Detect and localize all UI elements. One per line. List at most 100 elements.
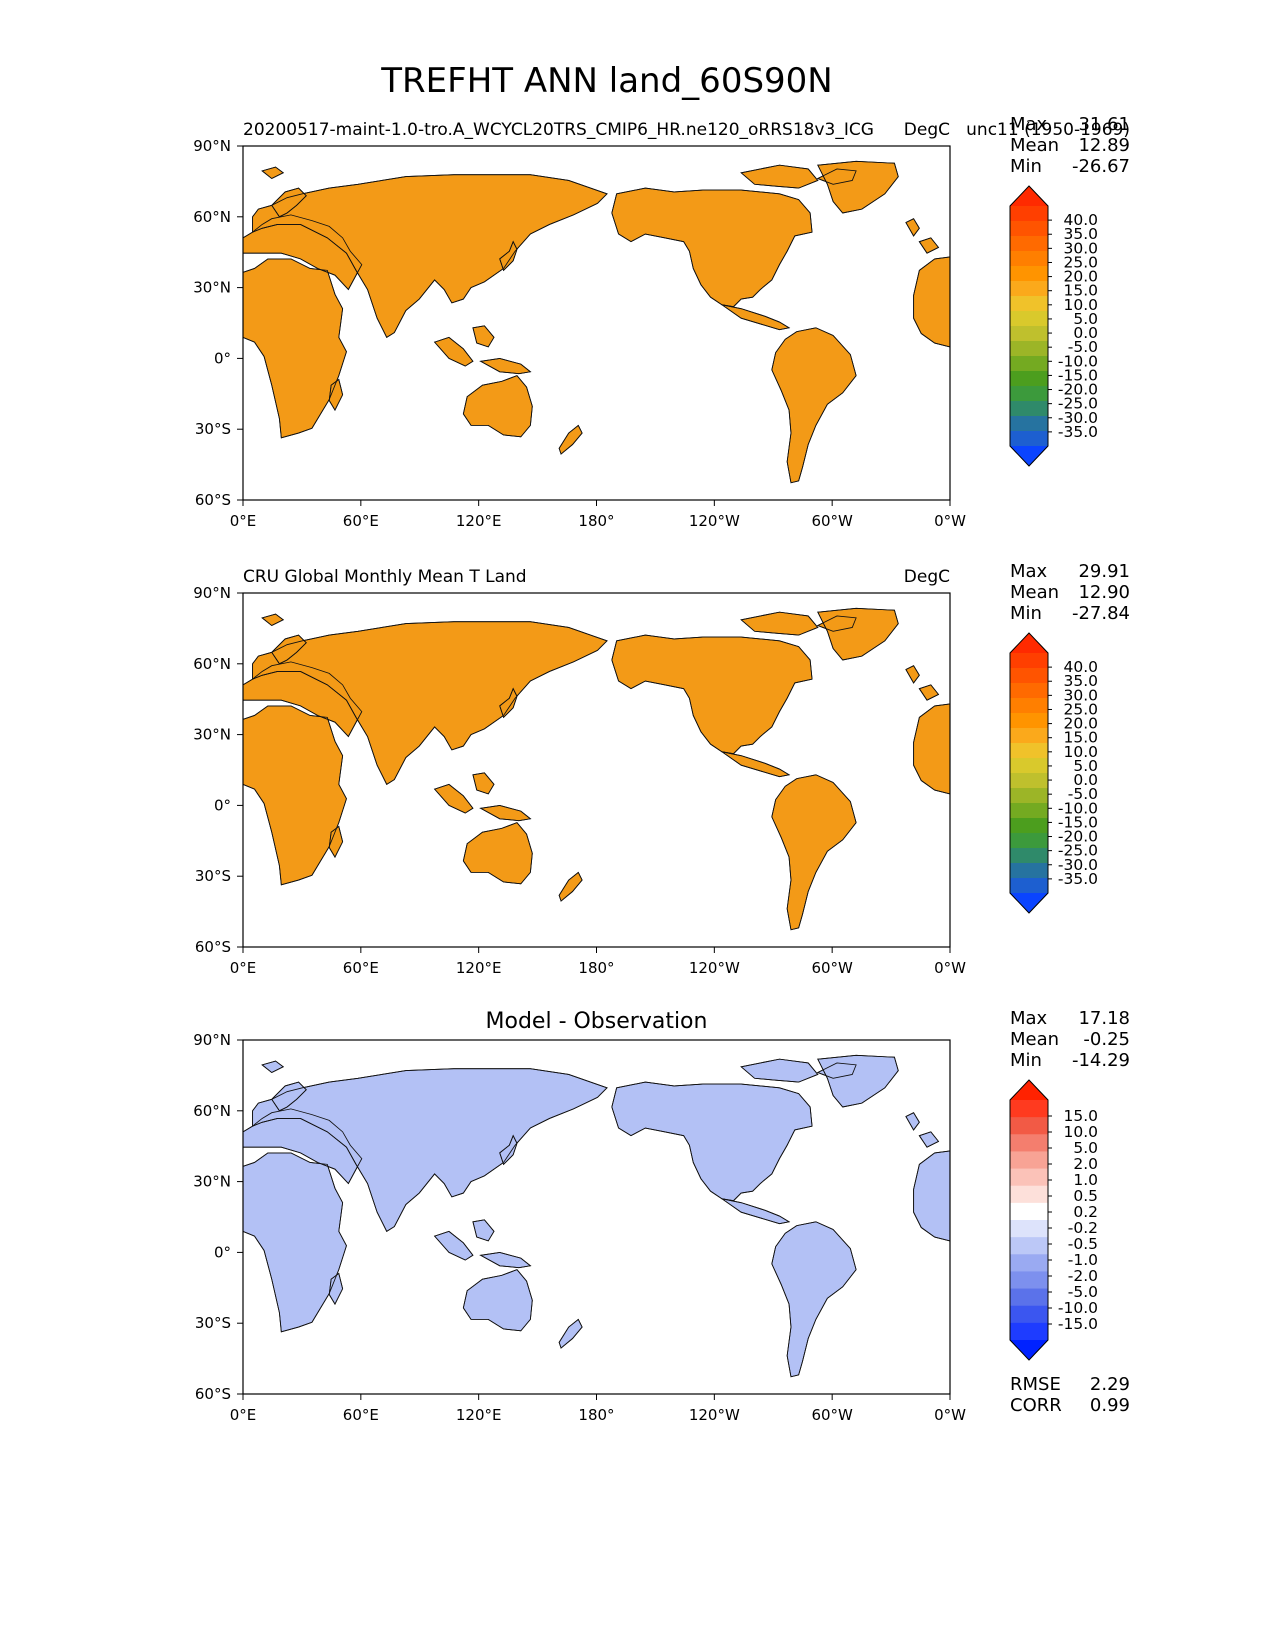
colorbar-segment (1010, 1100, 1048, 1118)
colorbar-tick-label: 20.0 (1063, 268, 1098, 286)
y-tick-label: 90°N (193, 137, 231, 155)
colorbar-segment (1010, 311, 1048, 327)
y-tick-label: 60°S (195, 938, 231, 956)
colorbar-tick-label: 15.0 (1063, 282, 1098, 300)
colorbar-segment (1010, 1237, 1048, 1255)
colorbar-tick-label: -15.0 (1058, 366, 1098, 384)
colorbar-tick-label: 15.0 (1063, 1107, 1098, 1125)
colorbar-extend-min (1010, 1340, 1048, 1360)
y-tick-label: 90°N (193, 1031, 231, 1049)
stat-value: -14.29 (1072, 1050, 1130, 1071)
y-tick-label: 60°S (195, 1385, 231, 1403)
x-tick-label: 60°W (811, 959, 853, 977)
colorbar-tick-label: -20.0 (1058, 381, 1098, 399)
panel-title-units: DegC (904, 120, 950, 140)
stat-label: RMSE (1010, 1374, 1061, 1395)
colorbar-tick-label: -35.0 (1058, 870, 1098, 888)
colorbar-tick-label: 35.0 (1063, 225, 1098, 243)
map-area: 0°E 60°E 120°E 180° 120°W 60°W 0°W 90°N 60°N 30°N… (193, 137, 966, 530)
colorbar-segment (1010, 296, 1048, 312)
colorbar-tick-label: 15.0 (1063, 729, 1098, 747)
x-tick-label: 60°E (343, 512, 379, 530)
colorbar-segment (1010, 743, 1048, 759)
colorbar-tick-label: 0.5 (1073, 1187, 1098, 1205)
y-tick-label: 0° (214, 1243, 231, 1261)
colorbar-tick-label: -10.0 (1058, 799, 1098, 817)
colorbar-tick-label: -30.0 (1058, 409, 1098, 427)
colorbar-segment (1010, 863, 1048, 879)
map-area: 0°E 60°E 120°E 180° 120°W 60°W 0°W 90°N 60°N 30°N… (193, 1031, 966, 1424)
colorbar-segment (1010, 356, 1048, 372)
stat-value: 17.18 (1078, 1008, 1130, 1029)
colorbar-tick-label: -2.0 (1068, 1267, 1098, 1285)
colorbar-tick-label: -35.0 (1058, 423, 1098, 441)
colorbar-tick-label: 0.0 (1073, 771, 1098, 789)
x-tick-label: 180° (578, 512, 614, 530)
stat-label: Max (1010, 114, 1048, 135)
x-tick-label: 0°E (230, 512, 257, 530)
stat-value: -0.25 (1083, 1029, 1130, 1050)
y-tick-label: 30°S (195, 420, 231, 438)
stat-value: 12.90 (1078, 582, 1130, 603)
colorbar-tick-label: 25.0 (1063, 700, 1098, 718)
x-tick-label: 60°E (343, 1406, 379, 1424)
colorbar-segment (1010, 788, 1048, 804)
stat-value: 12.89 (1078, 135, 1130, 156)
stat-value: 29.91 (1078, 561, 1130, 582)
x-tick-label: 60°W (811, 1406, 853, 1424)
colorbar-segment (1010, 1202, 1048, 1221)
colorbar-tick-label: 5.0 (1073, 757, 1098, 775)
colorbar-segment (1010, 1151, 1048, 1170)
colorbar-tick-label: 20.0 (1063, 715, 1098, 733)
colorbar-tick-label: -5.0 (1068, 1283, 1098, 1301)
colorbar-segment (1010, 713, 1048, 729)
colorbar-segment (1010, 758, 1048, 774)
colorbar-segment (1010, 773, 1048, 789)
colorbar-tick-label: 0.0 (1073, 324, 1098, 342)
colorbar-outline (1009, 185, 1049, 467)
y-tick-label: 90°N (193, 584, 231, 602)
land-mass (243, 607, 951, 931)
colorbar-segment (1010, 416, 1048, 432)
x-tick-label: 60°E (343, 959, 379, 977)
colorbar-segment (1010, 803, 1048, 819)
colorbar: 40.035.030.025.020.015.010.05.00.0-5.0-1… (1009, 185, 1098, 467)
x-tick-label: 0°W (934, 959, 966, 977)
stat-label: Max (1010, 561, 1048, 582)
colorbar-tick-label: -15.0 (1058, 813, 1098, 831)
colorbar-segment (1010, 683, 1048, 699)
colorbar-tick-label: 1.0 (1073, 1171, 1098, 1189)
colorbar-extend-max (1010, 1080, 1048, 1100)
x-tick-label: 120°E (456, 512, 502, 530)
colorbar-tick-label: 0.2 (1073, 1203, 1098, 1221)
colorbar-tick-label: -0.5 (1068, 1235, 1098, 1253)
y-tick-label: 0° (214, 796, 231, 814)
colorbar-segment (1010, 818, 1048, 834)
stat-label: Min (1010, 603, 1042, 624)
x-tick-label: 0°W (934, 512, 966, 530)
colorbar-segment (1010, 1134, 1048, 1152)
x-tick-label: 120°W (689, 512, 740, 530)
panel-2: CRU Global Monthly Mean T Land DegC 0°E 60°… (193, 561, 1130, 977)
colorbar-segment (1010, 431, 1048, 447)
colorbar-segment (1010, 281, 1048, 297)
y-tick-label: 60°N (193, 208, 231, 226)
x-tick-label: 0°E (230, 959, 257, 977)
colorbar-segment (1010, 848, 1048, 864)
colorbar-tick-label: 5.0 (1073, 1139, 1098, 1157)
colorbar-segment (1010, 341, 1048, 357)
colorbar-segment (1010, 371, 1048, 387)
colorbar-tick-label: -10.0 (1058, 1299, 1098, 1317)
y-tick-label: 0° (214, 349, 231, 367)
x-tick-label: 180° (578, 959, 614, 977)
colorbar-segment (1010, 878, 1048, 894)
colorbar-tick-label: 2.0 (1073, 1155, 1098, 1173)
colorbar-tick-label: 35.0 (1063, 672, 1098, 690)
colorbar-extend-max (1010, 633, 1048, 653)
colorbar-tick-label: -10.0 (1058, 352, 1098, 370)
colorbar-segment (1010, 833, 1048, 849)
panel-title-left: CRU Global Monthly Mean T Land (243, 567, 527, 587)
stat-value: 2.29 (1090, 1374, 1130, 1395)
x-tick-label: 120°W (689, 959, 740, 977)
colorbar-segment (1010, 698, 1048, 714)
